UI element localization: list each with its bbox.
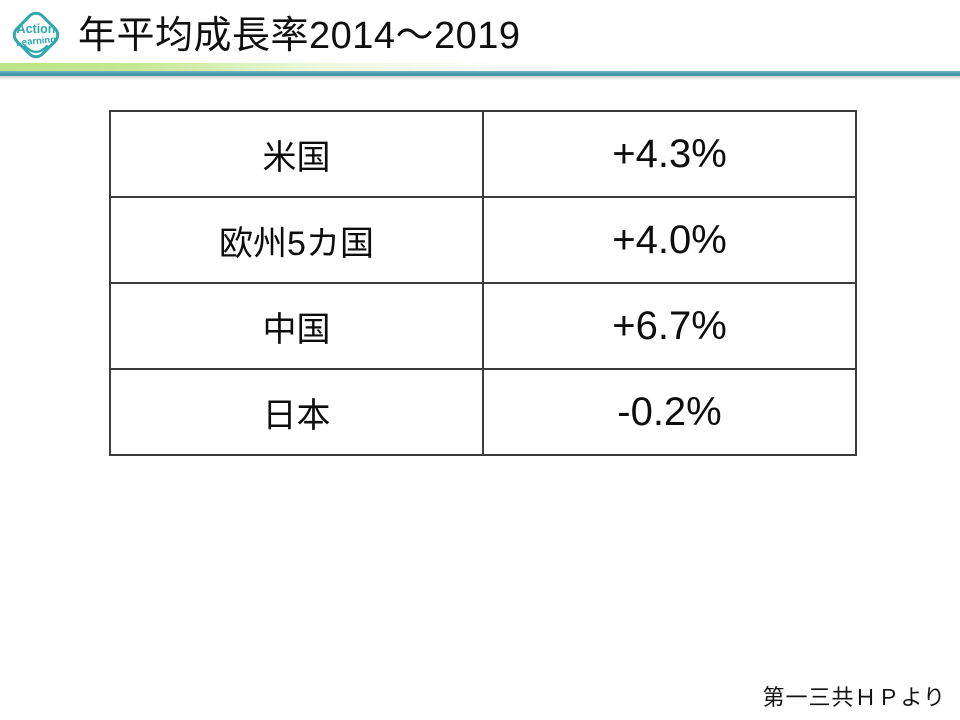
country-cell: 日本 (109, 368, 484, 456)
divider-teal-line (0, 71, 960, 76)
header-divider (0, 60, 960, 80)
table-row: 日本 -0.2% (109, 368, 857, 456)
value-cell: +6.7% (482, 282, 857, 370)
table-row: 欧州5カ国 +4.0% (109, 196, 857, 284)
action-learning-logo-icon: Action Learning (12, 11, 60, 59)
divider-green-glow (0, 63, 960, 72)
logo-text-line1: Action (17, 22, 56, 36)
country-cell: 欧州5カ国 (109, 196, 484, 284)
source-attribution: 第一三共ＨＰより (762, 685, 946, 710)
table-row: 米国 +4.3% (109, 110, 857, 198)
country-cell: 米国 (109, 110, 484, 198)
value-cell: +4.0% (482, 196, 857, 284)
table-row: 中国 +6.7% (109, 282, 857, 370)
value-cell: -0.2% (482, 368, 857, 456)
page-title: 年平均成長率2014～2019 (78, 15, 521, 57)
value-cell: +4.3% (482, 110, 857, 198)
divider-shadow (0, 76, 960, 80)
country-cell: 中国 (109, 282, 484, 370)
growth-rate-table: 米国 +4.3% 欧州5カ国 +4.0% 中国 +6.7% 日本 -0.2% (109, 110, 857, 456)
